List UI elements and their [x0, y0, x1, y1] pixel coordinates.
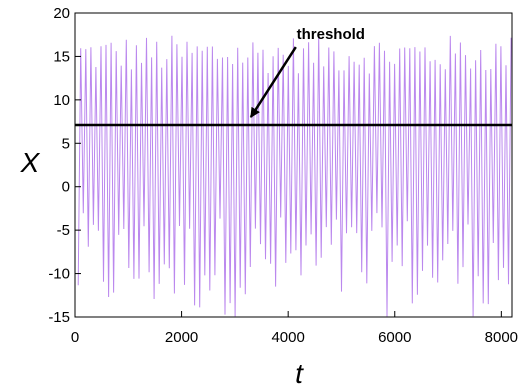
y-tick-label: 5	[62, 135, 70, 152]
y-tick-label: 0	[62, 179, 70, 196]
threshold-arrow	[249, 46, 297, 118]
series-layer	[77, 34, 512, 317]
x-tick-label: 0	[71, 329, 79, 346]
y-tick-label: 10	[53, 92, 70, 109]
y-tick-label: -5	[57, 222, 70, 239]
ticks-layer: 0 2000 4000 6000 8000 -15 -10 -5 0 5 10 15 20	[48, 5, 518, 346]
y-tick-label: 15	[53, 48, 70, 65]
x-tick-label: 6000	[378, 329, 411, 346]
x-tick-label: 8000	[485, 329, 518, 346]
y-tick-label: -10	[48, 266, 70, 283]
x-tick-label: 4000	[271, 329, 304, 346]
threshold-annotation: threshold	[297, 26, 365, 43]
y-tick-label: 20	[53, 5, 70, 22]
x-tick-label: 2000	[165, 329, 198, 346]
plot-frame	[74, 12, 513, 318]
y-tick-label: -15	[48, 309, 70, 326]
y-axis-title: X	[20, 147, 41, 178]
series-line	[77, 34, 512, 317]
x-axis-title: t	[295, 358, 304, 389]
